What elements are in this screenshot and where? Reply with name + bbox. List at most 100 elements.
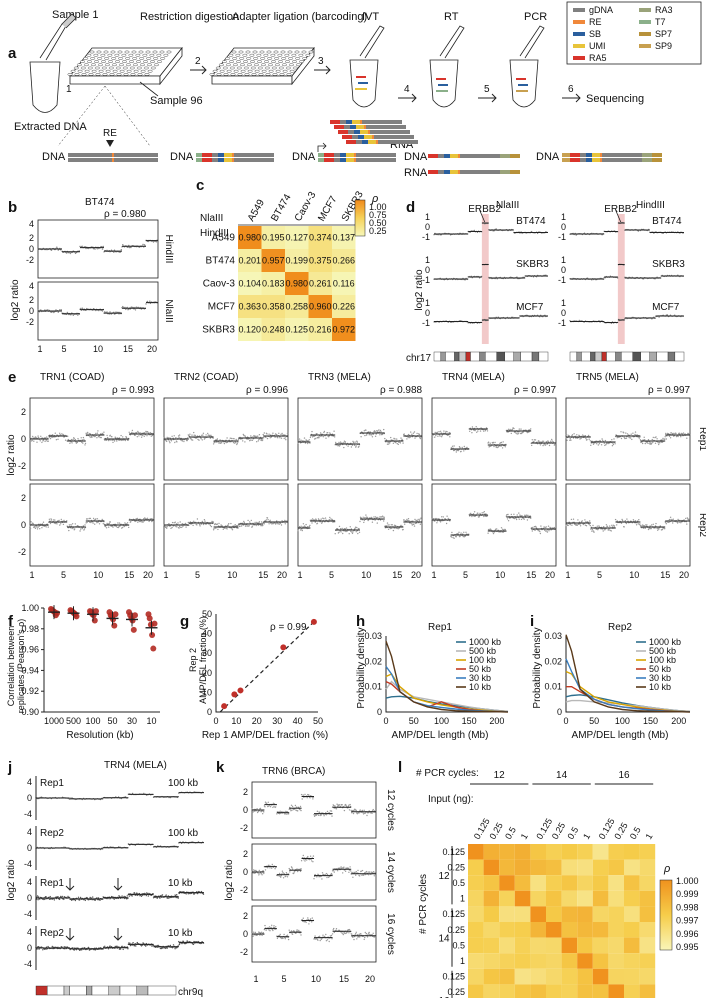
cnv-point xyxy=(388,524,390,526)
plate-well xyxy=(223,73,229,76)
cnv-point xyxy=(612,524,615,526)
cnv-point xyxy=(477,430,479,432)
cnv-point xyxy=(51,434,54,436)
cnv-point xyxy=(41,523,44,525)
plate-well xyxy=(239,63,245,67)
cnv-point xyxy=(315,437,317,440)
legend-label: SP7 xyxy=(655,29,672,39)
plate-well xyxy=(80,66,86,70)
heatmap-cell xyxy=(238,272,262,295)
cnv-point xyxy=(165,947,167,950)
cnv-point xyxy=(146,300,149,303)
heatmap-cell-value: 0.980 xyxy=(285,279,308,289)
cnv-point xyxy=(311,518,314,520)
panel-d-chrom: chr17 xyxy=(406,353,431,364)
cnv-point xyxy=(385,441,387,443)
cnv-point xyxy=(518,512,520,514)
cnv-point xyxy=(280,524,283,526)
cnv-point xyxy=(366,516,369,519)
cnv-point xyxy=(136,892,138,894)
plate-well xyxy=(81,73,87,76)
cnv-point xyxy=(608,528,610,530)
panel-j-ytick: 4 xyxy=(27,877,32,887)
cnv-point xyxy=(78,899,81,901)
cnv-point xyxy=(236,442,238,444)
cnv-point xyxy=(343,440,346,442)
panel-i-xlabel: AMP/DEL length (Mb) xyxy=(572,730,669,741)
panel-e-rho: ρ = 0.997 xyxy=(514,385,557,396)
cnv-point xyxy=(586,439,588,441)
cnv-point xyxy=(415,522,418,524)
cnv-point xyxy=(598,525,600,527)
cnv-point xyxy=(254,521,256,524)
cnv-point xyxy=(445,430,447,433)
cnv-point xyxy=(180,439,182,441)
cnv-point xyxy=(460,450,462,453)
cnv-point xyxy=(652,441,654,444)
cnv-point xyxy=(30,521,32,523)
cnv-point xyxy=(355,445,357,447)
plate-well xyxy=(143,60,149,63)
cnv-point xyxy=(100,436,102,439)
cnv-point xyxy=(649,525,651,527)
panel-j-res: 10 kb xyxy=(168,878,193,889)
cnv-point xyxy=(122,526,124,529)
cnv-point xyxy=(632,519,635,521)
cnv-point xyxy=(337,444,340,447)
cnv-point xyxy=(510,517,512,519)
step-pcr-label: PCR xyxy=(524,11,547,23)
panel-b-row1: HindIII xyxy=(163,235,174,264)
cnv-point xyxy=(512,517,515,519)
cnv-point xyxy=(449,520,451,522)
plate-well xyxy=(153,63,159,67)
cnv-point xyxy=(82,442,84,444)
cnv-point xyxy=(344,530,346,532)
cnv-point xyxy=(181,526,183,529)
cnv-point xyxy=(81,307,84,309)
construct-segment xyxy=(114,158,158,162)
cnv-point xyxy=(420,522,423,525)
cnv-point xyxy=(662,437,664,440)
panel-f-xtick: 1000 xyxy=(44,716,64,726)
cnv-point xyxy=(44,898,46,900)
cnv-point xyxy=(46,436,48,438)
panel-e-xtick: 1 xyxy=(565,570,570,580)
panel-e-plot-frame xyxy=(297,397,423,481)
sample-label: MCF7 xyxy=(516,302,544,313)
cnv-point xyxy=(126,895,128,897)
cnv-point xyxy=(103,431,105,433)
construct-segment xyxy=(68,158,112,162)
cnv-point xyxy=(50,518,52,520)
cnv-point xyxy=(134,434,136,437)
cnv-point xyxy=(355,446,357,448)
plate-well xyxy=(233,69,239,73)
cnv-point xyxy=(60,523,62,525)
cnv-point xyxy=(651,318,653,320)
cnv-point xyxy=(485,513,487,515)
cnv-point xyxy=(431,436,434,438)
heatmap-cell-value: 0.248 xyxy=(262,325,285,335)
cnv-point xyxy=(166,897,168,899)
cnv-point xyxy=(635,524,638,526)
cnv-point xyxy=(546,531,549,533)
legend-swatch xyxy=(573,32,585,36)
plate-well xyxy=(104,63,110,67)
cnv-point xyxy=(109,521,112,523)
cnv-point xyxy=(387,528,390,530)
cnv-point xyxy=(414,522,417,525)
cnv-point xyxy=(490,445,492,447)
plate-well xyxy=(238,50,244,54)
heatmap-corner-top: NlaIII xyxy=(200,213,223,224)
plate-well xyxy=(267,63,273,67)
cnv-point xyxy=(392,442,395,444)
cnv-point xyxy=(68,524,71,526)
cnv-point xyxy=(280,437,283,439)
cnv-point xyxy=(212,521,214,523)
cnv-point xyxy=(74,528,76,530)
construct-segment xyxy=(318,153,324,157)
cnv-point xyxy=(676,522,679,524)
cnv-point xyxy=(120,249,123,251)
construct-segment xyxy=(428,170,438,174)
cnv-point xyxy=(31,439,33,442)
panel-g-fit-line xyxy=(219,619,317,713)
